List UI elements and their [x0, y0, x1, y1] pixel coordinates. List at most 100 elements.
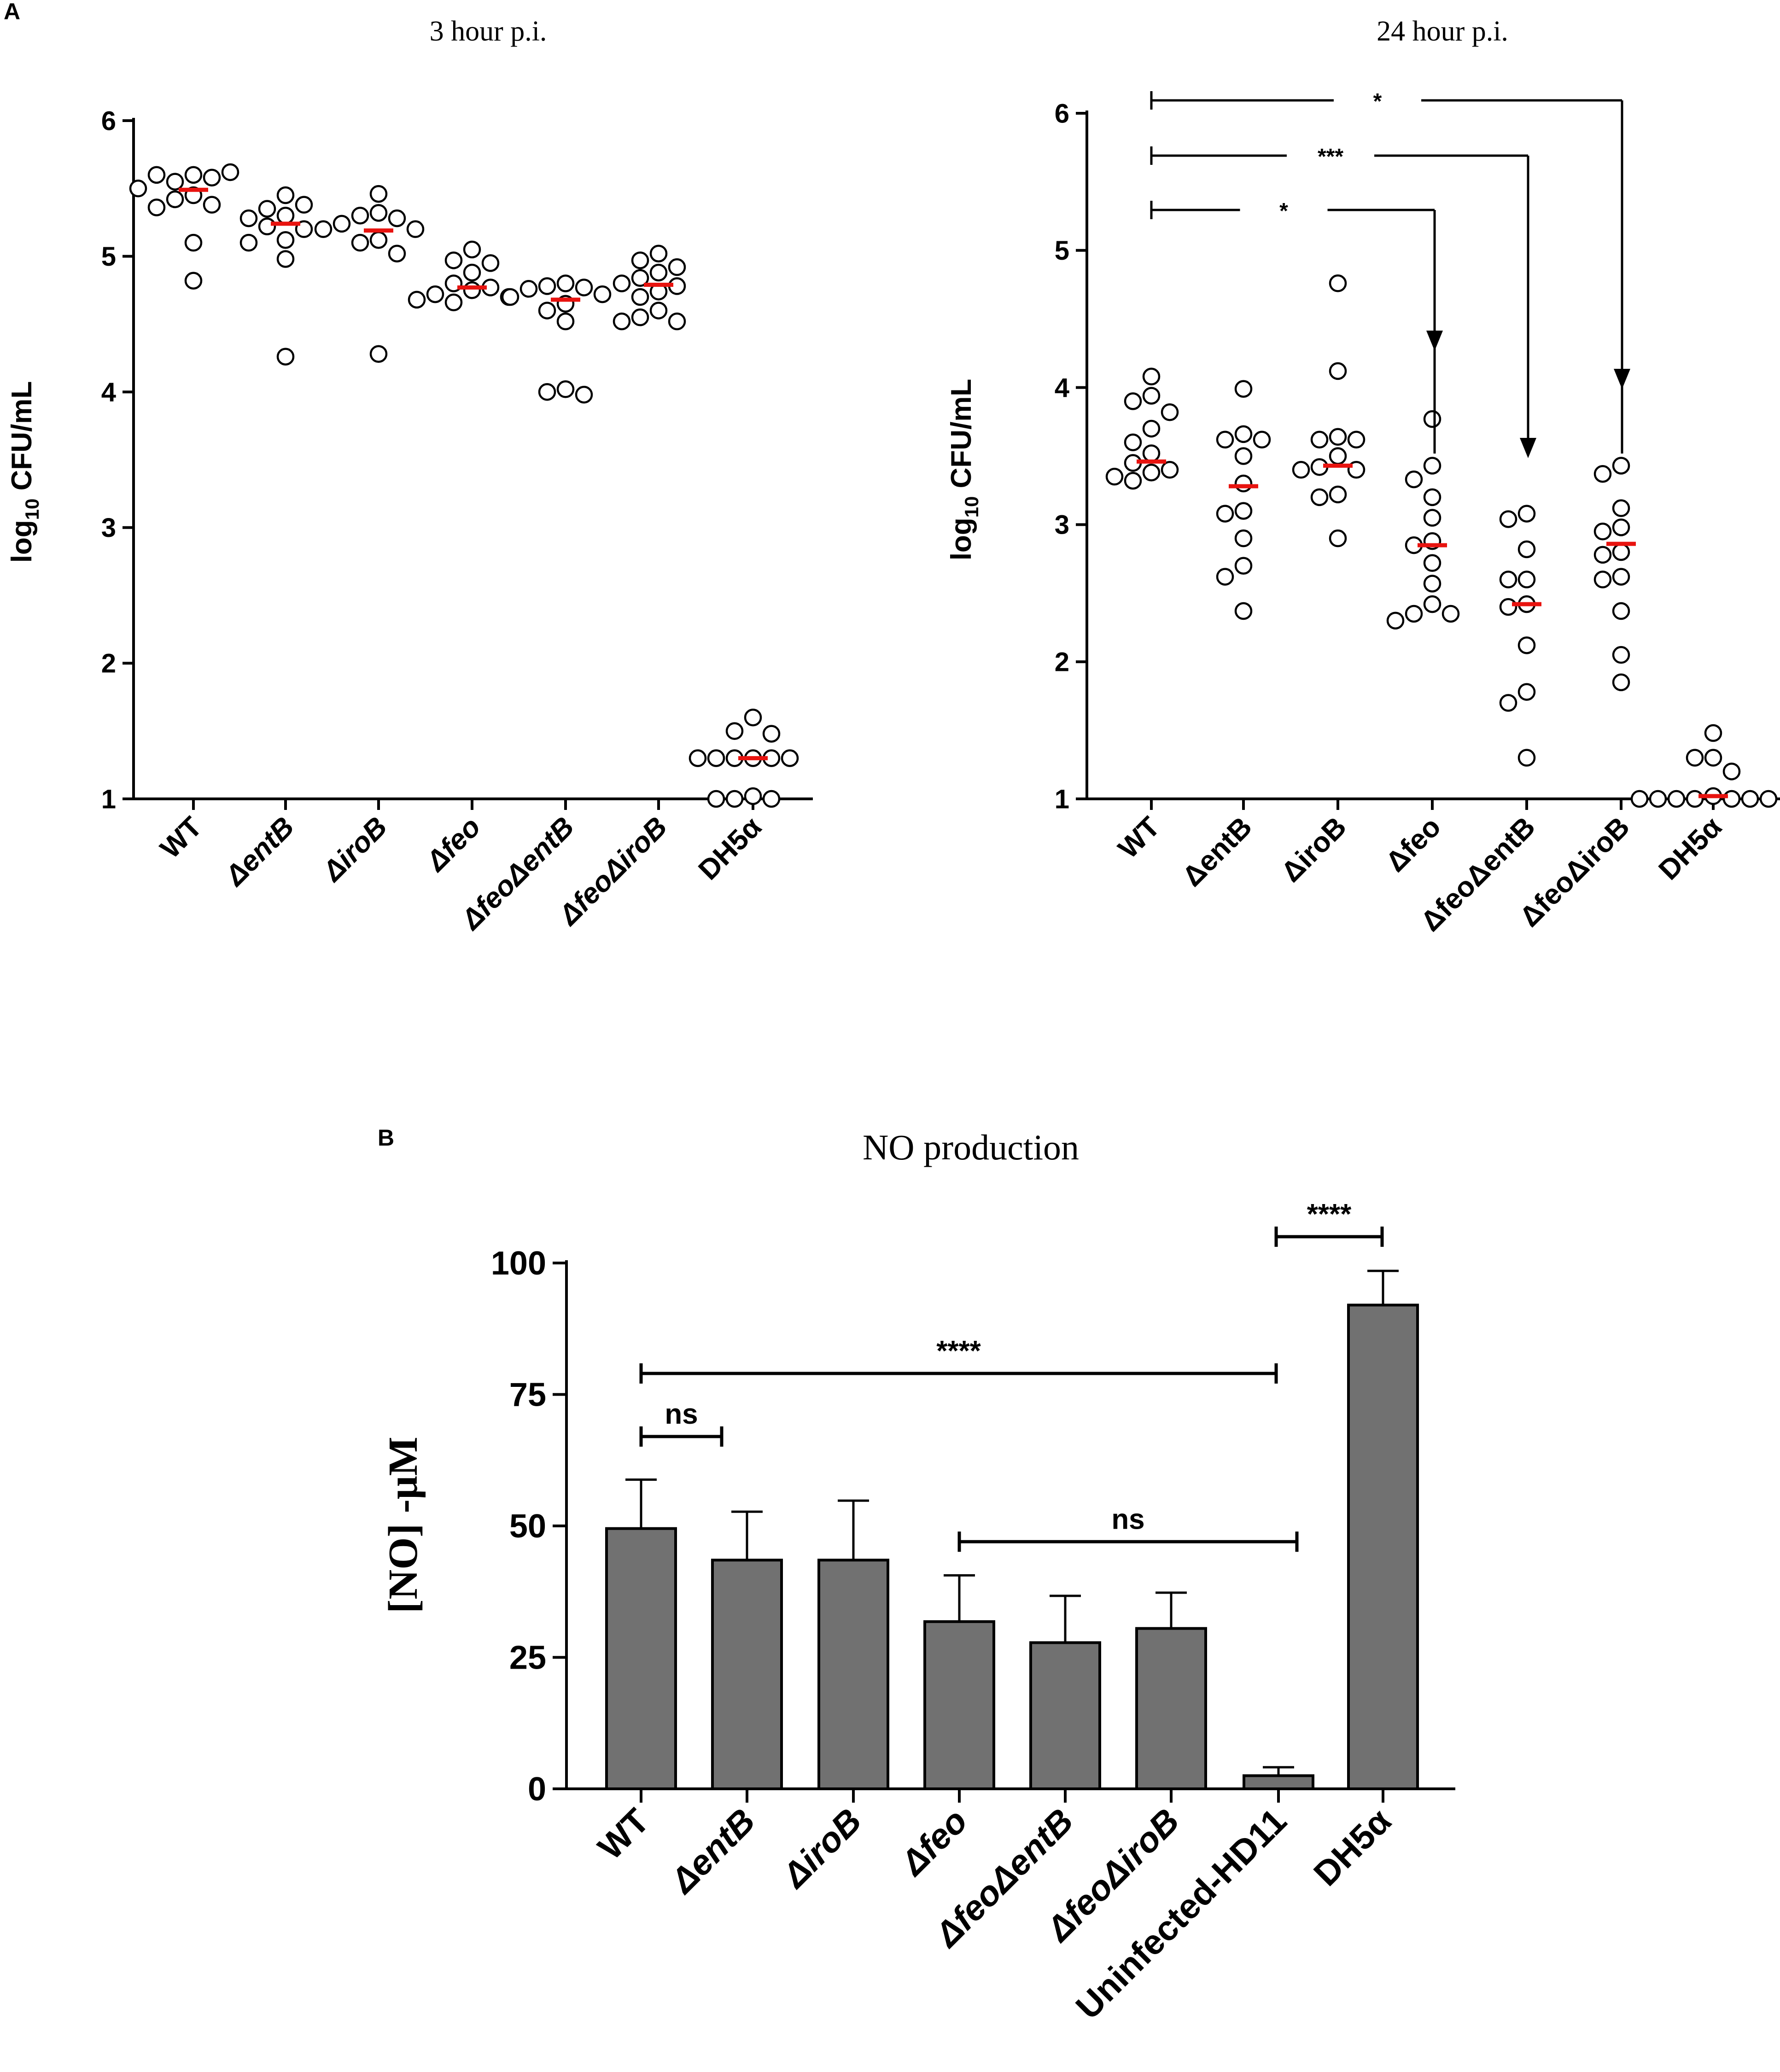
- significance-label: ns: [665, 1398, 698, 1430]
- data-point: [1722, 762, 1741, 780]
- y-tick-label: 100: [491, 1245, 546, 1282]
- y-tick-label: 75: [509, 1377, 546, 1414]
- data-point: [239, 209, 258, 227]
- bar: [1135, 1627, 1207, 1790]
- data-point: [1517, 636, 1536, 654]
- data-point: [1593, 465, 1612, 483]
- data-point: [166, 190, 184, 209]
- data-point: [1329, 485, 1347, 504]
- data-point: [1216, 505, 1234, 523]
- data-point: [1142, 367, 1161, 386]
- y-tick-label: 2: [101, 649, 116, 679]
- data-point: [1612, 518, 1630, 536]
- data-point: [408, 291, 426, 309]
- chart-3h-y-label: log10 CFU/mL: [6, 381, 43, 563]
- data-point: [1161, 403, 1179, 421]
- data-point: [519, 280, 538, 298]
- y-tick-label: 4: [1055, 373, 1069, 403]
- data-point: [631, 288, 649, 306]
- data-point: [1499, 570, 1517, 588]
- data-point: [1423, 457, 1442, 475]
- significance-label: ****: [1307, 1199, 1352, 1230]
- bar: [923, 1620, 995, 1790]
- data-point: [1612, 499, 1630, 517]
- data-point: [184, 233, 203, 252]
- data-point: [649, 302, 668, 320]
- data-point: [129, 180, 147, 198]
- bar: [1029, 1641, 1101, 1790]
- data-point: [444, 293, 463, 312]
- data-point: [1741, 790, 1759, 808]
- data-point: [762, 790, 781, 808]
- bracket-arrow-head: [1520, 438, 1536, 458]
- data-point: [668, 258, 686, 276]
- data-point: [314, 220, 333, 238]
- significance-label: ns: [1111, 1503, 1144, 1535]
- data-point: [1142, 419, 1161, 438]
- panel-label-a: A: [4, 0, 20, 24]
- data-point: [1142, 444, 1161, 462]
- y-tick-label: 5: [1055, 236, 1069, 266]
- y-tick-label: 1: [101, 784, 116, 814]
- data-point: [1704, 724, 1722, 742]
- significance-label: ****: [936, 1335, 981, 1367]
- data-point: [1310, 488, 1329, 506]
- data-point: [1499, 510, 1517, 528]
- y-tick-label: 6: [1055, 99, 1069, 128]
- bar: [1243, 1774, 1314, 1790]
- chart-no-y-label: [NO] -μM: [380, 1437, 426, 1613]
- data-point: [781, 749, 799, 767]
- data-point: [649, 244, 668, 262]
- y-tick-label: 6: [101, 106, 116, 136]
- significance-label: ***: [1318, 145, 1343, 169]
- data-point: [276, 206, 295, 225]
- data-point: [501, 288, 519, 306]
- data-point: [426, 285, 444, 303]
- y-tick-label: 1: [1055, 784, 1069, 814]
- y-tick-label: 5: [101, 242, 116, 272]
- data-point: [613, 274, 631, 292]
- chart-24h-title: 24 hour p.i.: [1377, 16, 1508, 47]
- data-point: [1593, 523, 1612, 541]
- data-point: [575, 279, 593, 297]
- data-point: [1329, 428, 1347, 446]
- data-point: [631, 308, 649, 326]
- data-point: [369, 345, 388, 363]
- data-point: [258, 200, 276, 218]
- data-point: [1405, 605, 1423, 623]
- data-point: [221, 163, 239, 181]
- data-point: [1234, 474, 1253, 493]
- significance-label: *: [1279, 199, 1288, 223]
- data-point: [1347, 431, 1366, 449]
- data-point: [276, 348, 295, 366]
- data-point: [1722, 790, 1741, 808]
- data-point: [147, 198, 166, 216]
- chart-24h-y-label: log10 CFU/mL: [945, 379, 982, 561]
- data-point: [1234, 502, 1253, 520]
- y-tick-label: 4: [101, 378, 116, 407]
- data-point: [388, 209, 406, 227]
- data-point: [333, 215, 351, 233]
- chart-no-title: NO production: [863, 1127, 1079, 1167]
- data-point: [1517, 570, 1536, 588]
- data-point: [1386, 611, 1405, 630]
- data-point: [1310, 431, 1329, 449]
- data-point: [1612, 568, 1630, 586]
- data-point: [1499, 598, 1517, 616]
- y-tick-label: 2: [1055, 647, 1069, 677]
- data-point: [707, 790, 725, 808]
- data-point: [1704, 749, 1722, 767]
- y-tick-label: 50: [509, 1508, 546, 1545]
- data-point: [1253, 431, 1271, 449]
- data-point: [1423, 554, 1442, 572]
- bar: [1347, 1304, 1419, 1791]
- data-point: [1216, 568, 1234, 586]
- data-point: [1234, 602, 1253, 620]
- data-point: [203, 169, 221, 186]
- significance-label: *: [1373, 89, 1382, 114]
- data-point: [1759, 790, 1778, 808]
- data-point: [556, 380, 575, 398]
- bar: [817, 1559, 889, 1790]
- data-point: [295, 196, 313, 214]
